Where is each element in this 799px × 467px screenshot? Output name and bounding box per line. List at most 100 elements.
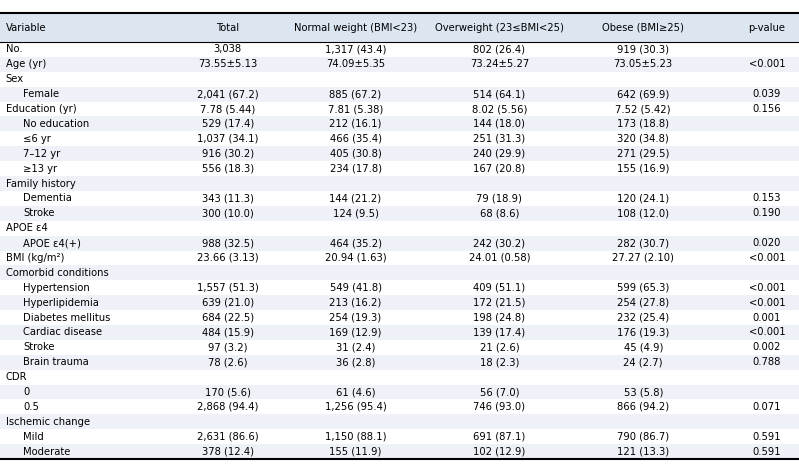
Text: 170 (5.6): 170 (5.6) [205, 387, 251, 397]
Text: 599 (65.3): 599 (65.3) [617, 283, 670, 293]
Text: 1,037 (34.1): 1,037 (34.1) [197, 134, 258, 144]
Text: 20.94 (1.63): 20.94 (1.63) [324, 253, 387, 263]
Text: 31 (2.4): 31 (2.4) [336, 342, 376, 353]
Text: 173 (18.8): 173 (18.8) [617, 119, 670, 129]
Text: 3,038: 3,038 [213, 44, 242, 55]
Text: 121 (13.3): 121 (13.3) [617, 446, 670, 457]
Text: 73.24±5.27: 73.24±5.27 [470, 59, 529, 70]
Text: 639 (21.0): 639 (21.0) [201, 297, 254, 308]
Text: 405 (30.8): 405 (30.8) [330, 149, 381, 159]
Text: Normal weight (BMI<23): Normal weight (BMI<23) [294, 22, 417, 33]
Text: Female: Female [23, 89, 59, 99]
Text: 97 (3.2): 97 (3.2) [208, 342, 248, 353]
Text: No education: No education [23, 119, 89, 129]
Text: 1,317 (43.4): 1,317 (43.4) [325, 44, 386, 55]
Text: <0.001: <0.001 [749, 283, 785, 293]
Text: Total: Total [217, 22, 239, 33]
Text: 61 (4.6): 61 (4.6) [336, 387, 376, 397]
Text: 282 (30.7): 282 (30.7) [617, 238, 670, 248]
Text: 108 (12.0): 108 (12.0) [617, 208, 670, 218]
Text: 56 (7.0): 56 (7.0) [479, 387, 519, 397]
Text: 409 (51.1): 409 (51.1) [473, 283, 526, 293]
Text: 802 (26.4): 802 (26.4) [473, 44, 526, 55]
Text: 213 (16.2): 213 (16.2) [329, 297, 382, 308]
Bar [0, 57, 799, 72]
Text: 0.5: 0.5 [23, 402, 39, 412]
Text: 529 (17.4): 529 (17.4) [201, 119, 254, 129]
Text: 18 (2.3): 18 (2.3) [479, 357, 519, 367]
Text: 124 (9.5): 124 (9.5) [332, 208, 379, 218]
Text: 68 (8.6): 68 (8.6) [479, 208, 519, 218]
Text: 79 (18.9): 79 (18.9) [476, 193, 523, 204]
Text: 0.071: 0.071 [753, 402, 781, 412]
Bar [0, 295, 799, 310]
Text: 232 (25.4): 232 (25.4) [617, 312, 670, 323]
Text: Obese (BMI≥25): Obese (BMI≥25) [602, 22, 684, 33]
Text: Cardiac disease: Cardiac disease [23, 327, 102, 338]
Text: 885 (67.2): 885 (67.2) [329, 89, 382, 99]
Bar [0, 176, 799, 191]
Text: 0.039: 0.039 [753, 89, 781, 99]
Text: 254 (19.3): 254 (19.3) [329, 312, 382, 323]
Text: 1,256 (95.4): 1,256 (95.4) [324, 402, 387, 412]
Text: Mild: Mild [23, 432, 44, 442]
Text: <0.001: <0.001 [749, 297, 785, 308]
Text: 155 (11.9): 155 (11.9) [329, 446, 382, 457]
Text: BMI (kg/m²): BMI (kg/m²) [6, 253, 64, 263]
Text: 7.81 (5.38): 7.81 (5.38) [328, 104, 384, 114]
Text: 866 (94.2): 866 (94.2) [617, 402, 670, 412]
Text: 378 (12.4): 378 (12.4) [201, 446, 254, 457]
Text: Education (yr): Education (yr) [6, 104, 76, 114]
Text: Ischemic change: Ischemic change [6, 417, 89, 427]
Bar [0, 87, 799, 102]
Text: 0.002: 0.002 [753, 342, 781, 353]
Text: 343 (11.3): 343 (11.3) [202, 193, 253, 204]
Text: <0.001: <0.001 [749, 327, 785, 338]
Text: CDR: CDR [6, 372, 27, 382]
Text: 120 (24.1): 120 (24.1) [617, 193, 670, 204]
Text: 73.55±5.13: 73.55±5.13 [198, 59, 257, 70]
Text: 0: 0 [23, 387, 30, 397]
Text: 916 (30.2): 916 (30.2) [201, 149, 254, 159]
Text: 27.27 (2.10): 27.27 (2.10) [612, 253, 674, 263]
Text: 549 (41.8): 549 (41.8) [329, 283, 382, 293]
Text: 746 (93.0): 746 (93.0) [473, 402, 526, 412]
Text: Dementia: Dementia [23, 193, 72, 204]
Text: 23.66 (3.13): 23.66 (3.13) [197, 253, 259, 263]
Text: 271 (29.5): 271 (29.5) [617, 149, 670, 159]
Bar [0, 325, 799, 340]
Text: 464 (35.2): 464 (35.2) [329, 238, 382, 248]
Text: Stroke: Stroke [23, 208, 54, 218]
Text: 2,868 (94.4): 2,868 (94.4) [197, 402, 258, 412]
Text: 167 (20.8): 167 (20.8) [473, 163, 526, 174]
Text: 0.020: 0.020 [753, 238, 781, 248]
Text: 176 (19.3): 176 (19.3) [617, 327, 670, 338]
Text: 251 (31.3): 251 (31.3) [473, 134, 526, 144]
Text: Stroke: Stroke [23, 342, 54, 353]
Bar [0, 116, 799, 131]
Bar [0, 385, 799, 399]
Text: 320 (34.8): 320 (34.8) [618, 134, 669, 144]
Text: 0.591: 0.591 [753, 446, 781, 457]
Text: 1,557 (51.3): 1,557 (51.3) [197, 283, 259, 293]
Text: 2,041 (67.2): 2,041 (67.2) [197, 89, 259, 99]
Text: p-value: p-value [749, 22, 785, 33]
Bar [0, 355, 799, 370]
Text: 102 (12.9): 102 (12.9) [473, 446, 526, 457]
Text: 7–12 yr: 7–12 yr [23, 149, 61, 159]
Bar [0, 13, 799, 42]
Text: Comorbid conditions: Comorbid conditions [6, 268, 109, 278]
Text: 642 (69.9): 642 (69.9) [617, 89, 670, 99]
Text: 172 (21.5): 172 (21.5) [473, 297, 526, 308]
Text: Brain trauma: Brain trauma [23, 357, 89, 367]
Text: 556 (18.3): 556 (18.3) [201, 163, 254, 174]
Text: 73.05±5.23: 73.05±5.23 [614, 59, 673, 70]
Text: 0.153: 0.153 [753, 193, 781, 204]
Text: 169 (12.9): 169 (12.9) [329, 327, 382, 338]
Text: 300 (10.0): 300 (10.0) [202, 208, 253, 218]
Text: 7.52 (5.42): 7.52 (5.42) [615, 104, 671, 114]
Text: 919 (30.3): 919 (30.3) [617, 44, 670, 55]
Text: 484 (15.9): 484 (15.9) [201, 327, 254, 338]
Text: APOE ε4(+): APOE ε4(+) [23, 238, 81, 248]
Text: 234 (17.8): 234 (17.8) [329, 163, 382, 174]
